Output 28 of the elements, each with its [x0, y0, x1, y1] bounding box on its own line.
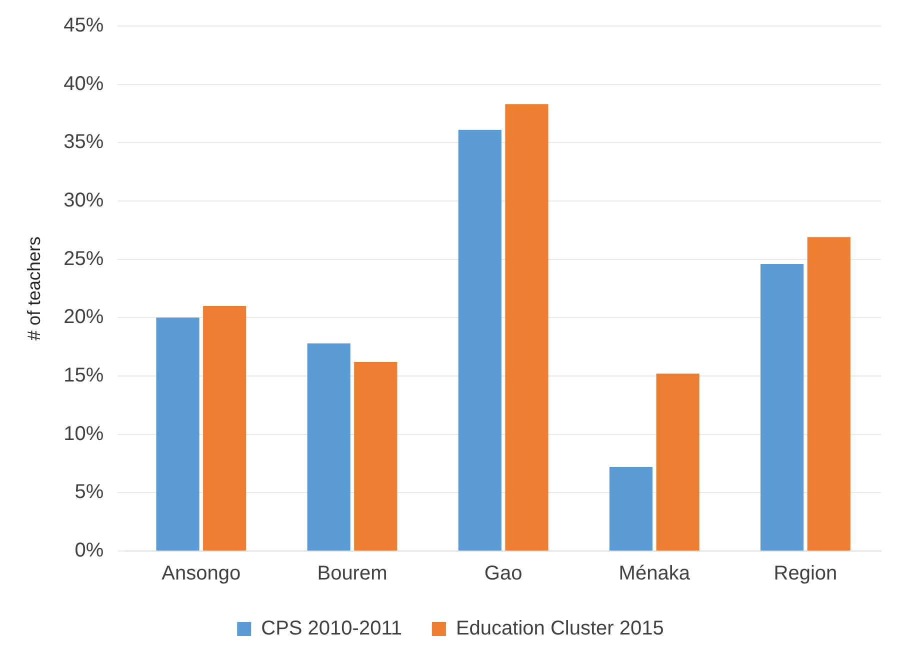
y-tick-label: 35%	[64, 131, 104, 154]
y-tick-label: 25%	[64, 248, 104, 270]
legend-label: CPS 2010-2011	[261, 618, 402, 640]
x-tick-label: Region	[774, 562, 838, 585]
y-tick-label: 40%	[64, 72, 104, 95]
bar	[307, 343, 350, 550]
bar	[458, 130, 502, 550]
y-tick-label: 15%	[64, 364, 104, 387]
bar	[609, 467, 653, 550]
bar	[505, 104, 548, 550]
y-tick-label: 0%	[74, 540, 104, 562]
y-tick-label: 45%	[64, 14, 104, 37]
bar	[354, 362, 398, 550]
legend-label: Education Cluster 2015	[456, 618, 664, 640]
bar	[807, 237, 850, 550]
y-axis-title: # of teachers	[24, 236, 44, 341]
bar	[156, 318, 200, 550]
x-tick-label: Ansongo	[162, 562, 241, 585]
x-tick-label: Ménaka	[618, 562, 691, 585]
y-tick-label: 30%	[64, 190, 104, 212]
x-tick-label: Gao	[484, 562, 522, 585]
y-tick-label: 20%	[64, 306, 104, 328]
bar	[203, 306, 246, 550]
y-tick-label: 5%	[74, 481, 104, 504]
bar	[760, 264, 804, 550]
bar	[656, 374, 700, 550]
x-tick-label: Bourem	[317, 562, 388, 585]
y-tick-label: 10%	[64, 422, 104, 445]
